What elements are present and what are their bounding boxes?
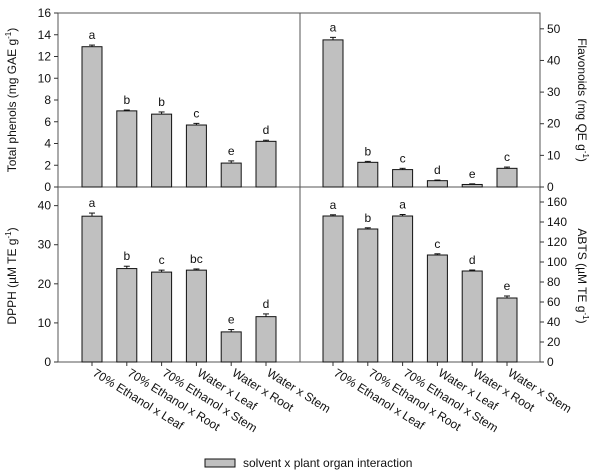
bar: [461, 270, 483, 363]
significance-letter: b: [158, 95, 165, 109]
y-axis-label: Flavonoids (mg QE g-1): [575, 38, 590, 162]
y-tick-label: 40: [547, 315, 561, 329]
y-axis-label: DPPH (µM TE g-1): [4, 227, 19, 324]
y-tick-label: 10: [547, 148, 561, 162]
bar: [255, 316, 277, 363]
legend-label: solvent x plant organ interaction: [243, 456, 412, 470]
significance-letter: e: [228, 144, 235, 158]
bar: [185, 269, 207, 363]
significance-letter: e: [504, 279, 511, 293]
significance-letter: b: [123, 93, 130, 107]
bar: [220, 162, 242, 188]
bar: [357, 228, 379, 363]
y-tick-label: 60: [547, 295, 561, 309]
bar: [185, 124, 207, 188]
significance-letter: b: [364, 144, 371, 158]
y-tick-label: 160: [547, 195, 567, 209]
y-tick-label: 0: [44, 180, 51, 194]
y-tick-label: 6: [44, 115, 51, 129]
y-tick-label: 40: [38, 199, 52, 213]
significance-letter: c: [504, 150, 510, 164]
bar: [392, 215, 414, 363]
significance-letter: d: [263, 297, 270, 311]
bar: [461, 183, 483, 188]
y-axis-label: ABTS (µM TE g-1): [575, 228, 590, 323]
y-tick-label: 140: [547, 215, 567, 229]
legend: solvent x plant organ interaction: [204, 456, 412, 470]
significance-letter: d: [434, 163, 441, 177]
significance-letter: d: [263, 123, 270, 137]
y-tick-label: 20: [38, 277, 52, 291]
y-tick-label: 120: [547, 235, 567, 249]
panel-top-left: 0 2 4 6 8 10 12 14 16 Total phenols (mg GAE g-1) a…: [4, 6, 277, 194]
y-tick-label: 16: [38, 6, 52, 20]
y-tick-label: 80: [547, 275, 561, 289]
bar: [357, 161, 379, 188]
y-tick-label: 20: [547, 335, 561, 349]
y-tick-label: 12: [38, 50, 52, 64]
significance-letter: c: [400, 151, 406, 165]
y-axis-label: Total phenols (mg GAE g-1): [4, 28, 19, 173]
significance-letter: a: [399, 198, 406, 212]
significance-letter: d: [469, 253, 476, 267]
bar: [151, 113, 173, 188]
significance-letter: bc: [190, 252, 203, 266]
y-tick-label: 8: [44, 93, 51, 107]
y-tick-label: 50: [547, 22, 561, 36]
bar: [255, 140, 277, 188]
y-tick-label: 0: [44, 355, 51, 369]
bar: [81, 215, 103, 363]
significance-letter: a: [330, 198, 337, 212]
significance-letter: c: [193, 106, 199, 120]
y-tick-label: 4: [44, 137, 51, 151]
panel-top-right: 0 10 20 30 40 50 Flavonoids (mg QE g-1) a b c d e c: [322, 20, 590, 194]
y-tick-label: 30: [547, 85, 561, 99]
y-tick-label: 10: [38, 71, 52, 85]
significance-letter: a: [89, 196, 96, 210]
y-tick-label: 10: [38, 316, 52, 330]
bar: [322, 39, 344, 188]
bar: [392, 169, 414, 188]
y-tick-label: 40: [547, 53, 561, 67]
significance-letter: b: [364, 211, 371, 225]
bar: [116, 268, 138, 363]
y-tick-label: 100: [547, 255, 567, 269]
significance-letter: c: [434, 237, 440, 251]
significance-letter: c: [159, 253, 165, 267]
bar: [220, 331, 242, 363]
bar: [496, 167, 518, 188]
y-tick-label: 14: [38, 28, 52, 42]
y-tick-label: 2: [44, 158, 51, 172]
significance-letter: e: [469, 167, 476, 181]
bar: [496, 297, 518, 363]
bar: [116, 110, 138, 188]
y-tick-label: 0: [547, 180, 554, 194]
significance-letter: a: [330, 20, 337, 34]
bar: [322, 215, 344, 363]
bar: [426, 254, 448, 363]
significance-letter: a: [89, 28, 96, 42]
bar: [81, 46, 103, 188]
y-tick-label: 20: [547, 117, 561, 131]
bar: [151, 271, 173, 363]
significance-letter: e: [228, 313, 235, 327]
y-tick-label: 30: [38, 238, 52, 252]
bar: [426, 180, 448, 188]
y-tick-label: 0: [547, 355, 554, 369]
significance-letter: b: [123, 249, 130, 263]
legend-swatch: [204, 458, 236, 468]
